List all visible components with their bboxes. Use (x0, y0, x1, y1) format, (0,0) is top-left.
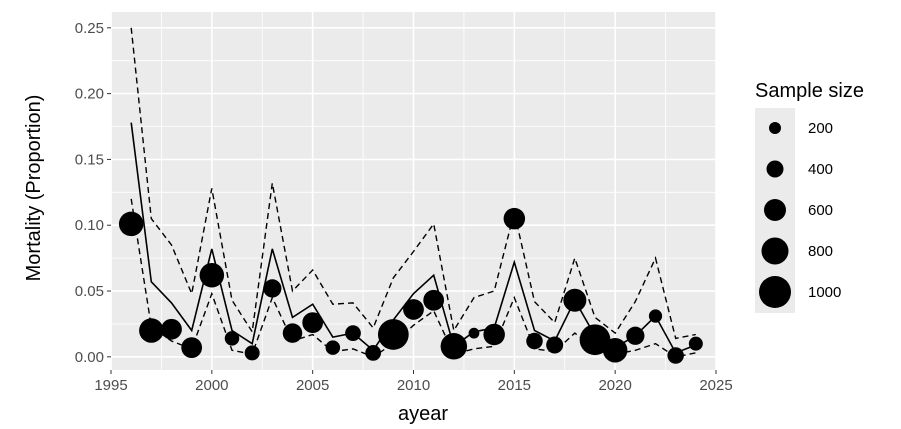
ci-line-2 (130, 198, 696, 358)
data-point (244, 345, 260, 361)
data-point (602, 338, 628, 363)
data-point (503, 207, 526, 230)
data-point (377, 319, 409, 350)
data-point (199, 262, 225, 288)
x-axis-title: ayear (398, 403, 448, 425)
x-tick-label: 2005 (296, 377, 329, 394)
data-point (345, 325, 361, 342)
x-tick-label: 2015 (498, 377, 531, 394)
data-point (526, 332, 543, 350)
legend-label: 1000 (808, 284, 841, 301)
legend-label: 800 (808, 243, 833, 260)
legend-key (769, 122, 781, 134)
y-tick-label: 0.10 (75, 217, 104, 234)
x-tick-label: 2000 (195, 377, 228, 394)
legend-label: 400 (808, 161, 833, 178)
legend-items: 200 400 600 800 1000 (755, 108, 841, 313)
data-point (579, 324, 611, 356)
x-tick-label: 2025 (699, 377, 732, 394)
data-point (139, 318, 164, 343)
data-point (563, 288, 587, 312)
y-tick-label: 0.15 (75, 151, 104, 168)
y-axis-title: Mortality (Proportion) (23, 95, 45, 282)
legend-key (759, 276, 791, 308)
y-tick-label: 0.25 (75, 20, 104, 37)
data-point (365, 345, 382, 361)
data-point (468, 327, 480, 339)
legend: Sample size 200 400 600 800 1000 (755, 80, 864, 313)
data-point (263, 279, 282, 298)
data-point (325, 340, 341, 355)
y-tick-label: 0.20 (75, 86, 104, 103)
legend-label: 200 (808, 120, 833, 137)
y-axis-ticks: 0.00 0.05 0.10 0.15 0.20 0.25 (75, 20, 111, 366)
x-axis-ticks: 1995 2000 2005 2010 2015 2020 2025 (94, 370, 733, 394)
data-point (688, 336, 703, 351)
legend-key (764, 199, 786, 221)
y-tick-label: 0.00 (75, 349, 104, 366)
data-point (161, 318, 182, 340)
x-tick-label: 2010 (397, 377, 430, 394)
legend-key (761, 237, 789, 265)
data-point (282, 323, 303, 343)
data-point (302, 312, 324, 333)
legend-label: 600 (808, 202, 833, 219)
data-point (483, 323, 505, 346)
data-point (118, 211, 144, 237)
data-point (626, 326, 645, 345)
ci-line-1 (130, 27, 696, 340)
legend-title: Sample size (755, 80, 864, 102)
data-point (224, 331, 240, 346)
x-tick-label: 1995 (94, 377, 127, 394)
data-point (181, 337, 203, 358)
series-points (118, 207, 703, 364)
legend-key (766, 160, 784, 178)
data-point (440, 333, 468, 360)
data-point (667, 347, 684, 364)
data-point (403, 299, 424, 320)
data-point (546, 336, 564, 354)
data-point (648, 309, 663, 323)
x-tick-label: 2020 (598, 377, 631, 394)
y-tick-label: 0.05 (75, 283, 104, 300)
data-point (423, 289, 445, 311)
